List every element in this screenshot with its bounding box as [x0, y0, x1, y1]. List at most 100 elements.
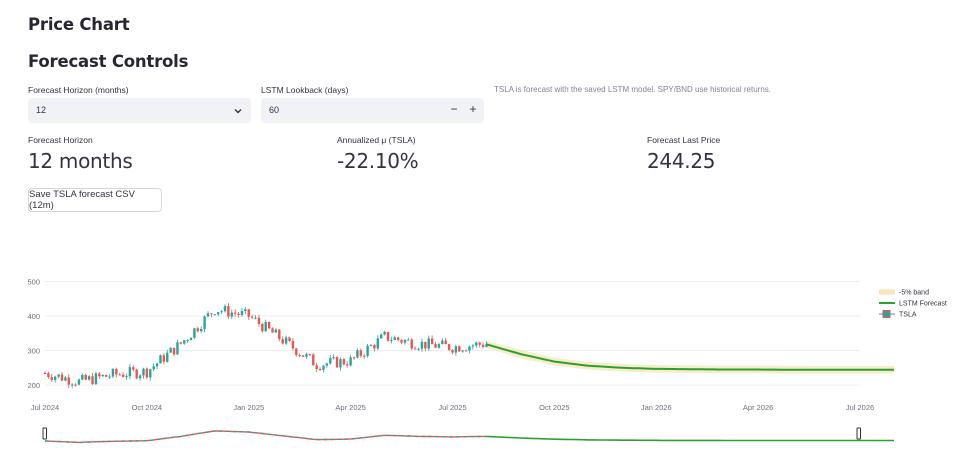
candle-body [57, 374, 60, 377]
candle-body [413, 348, 417, 350]
increment-button[interactable]: + [469, 102, 477, 116]
candle-body [87, 376, 91, 380]
candle-body [325, 363, 329, 366]
metric-value-last-price: 244.25 [647, 149, 716, 173]
candle-body [271, 328, 274, 333]
y-tick-label: 200 [27, 381, 40, 390]
candle-body [305, 354, 308, 357]
candle-body [434, 344, 437, 348]
candle-body [335, 357, 339, 368]
metric-label-horizon: Forecast Horizon [28, 135, 93, 145]
candle-body [84, 374, 87, 380]
decrement-button[interactable]: − [450, 102, 458, 116]
legend-label: TSLA [899, 312, 917, 319]
candle-body [166, 352, 169, 362]
candle-body [250, 316, 254, 318]
candle-body [393, 337, 396, 341]
candle-body [427, 338, 430, 349]
candle-body [295, 348, 298, 356]
candle-body [104, 374, 108, 377]
candle-body [247, 309, 250, 317]
candle-body [172, 347, 176, 355]
candle-body [481, 344, 485, 348]
lookback-value: 60 [269, 105, 280, 115]
candle-body [451, 349, 454, 353]
candle-body [183, 340, 186, 344]
lookback-input[interactable]: 60 − + [261, 98, 484, 123]
save-csv-button[interactable]: Save TSLA forecast CSV (12m) [28, 188, 162, 212]
section-title: Forecast Controls [28, 52, 189, 71]
range-handle-left[interactable] [42, 427, 47, 440]
x-tick-label: Apr 2025 [335, 403, 365, 412]
candle-body [233, 312, 237, 314]
candle-body [301, 355, 305, 357]
candle-body [264, 321, 267, 332]
candle-body [458, 346, 461, 352]
metric-value-horizon: 12 months [28, 149, 133, 173]
candle-body [220, 311, 223, 313]
candle-body [437, 344, 441, 348]
candle-body [349, 357, 352, 366]
candle-body [244, 309, 247, 312]
x-tick-label: Oct 2024 [132, 403, 162, 412]
candle-body [230, 312, 233, 317]
candle-body [383, 331, 386, 335]
candle-body [485, 344, 488, 348]
candle-body [125, 376, 128, 378]
page-title: Price Chart [28, 15, 130, 34]
candle-body [101, 374, 104, 377]
candle-body [50, 377, 53, 380]
candle-body [410, 339, 413, 349]
candle-body [227, 306, 230, 317]
candle-body [261, 323, 264, 332]
candle-body [186, 340, 189, 342]
candle-body [318, 368, 322, 370]
candle-body [108, 376, 111, 378]
candle-body [200, 329, 203, 332]
metric-label-last-price: Forecast Last Price [647, 135, 721, 145]
candle-body [135, 369, 138, 379]
candle-body [471, 345, 475, 347]
x-tick-label: Jul 2024 [31, 403, 59, 412]
candle-body [223, 306, 227, 312]
candle-body [447, 344, 451, 350]
candle-body [176, 342, 179, 355]
range-handle-right[interactable] [856, 427, 861, 440]
candle-body [417, 348, 420, 350]
candle-body [407, 339, 410, 341]
candle-body [193, 328, 196, 338]
lookback-label: LSTM Lookback (days) [261, 85, 349, 95]
candle-body [475, 342, 478, 346]
chevron-down-icon [234, 109, 242, 114]
candle-body [179, 342, 183, 344]
candle-body [441, 340, 444, 345]
legend-tsla-swatch [882, 310, 891, 318]
x-tick-label: Jan 2026 [641, 403, 672, 412]
candle-body [352, 357, 356, 359]
candle-body [74, 384, 77, 386]
candle-body [77, 379, 81, 385]
metric-value-mu: -22.10% [337, 149, 419, 173]
candle-body [424, 341, 427, 349]
y-tick-label: 500 [27, 277, 40, 286]
candle-body [81, 374, 84, 380]
candle-body [53, 376, 57, 380]
candle-body [196, 328, 200, 332]
candle-body [430, 338, 434, 345]
candle-body [468, 346, 471, 351]
candle-body [373, 345, 376, 349]
candle-body [142, 368, 145, 376]
candle-body [390, 340, 393, 342]
horizon-value: 12 [36, 105, 47, 115]
candle-body [94, 373, 98, 385]
candle-body [67, 377, 70, 385]
candle-body [308, 354, 312, 356]
candle-body [329, 358, 332, 364]
candle-body [267, 321, 271, 329]
candle-body [162, 355, 166, 362]
candle-body [444, 340, 447, 345]
horizon-select[interactable]: 12 [28, 98, 251, 123]
candle-body [189, 337, 193, 341]
candle-body [376, 338, 379, 349]
